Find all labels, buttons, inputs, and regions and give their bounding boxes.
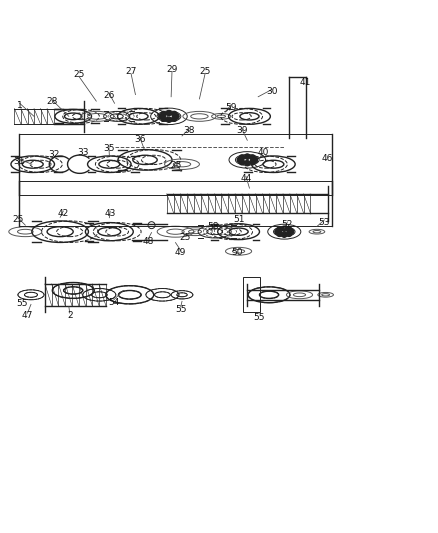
Text: 47: 47 (22, 311, 33, 320)
Text: 46: 46 (321, 154, 332, 163)
Bar (243, 277, 260, 312)
Text: 25: 25 (180, 233, 191, 242)
Circle shape (174, 114, 179, 119)
Text: 44: 44 (240, 174, 251, 183)
Text: 50: 50 (232, 248, 243, 257)
Text: 35: 35 (103, 143, 115, 152)
Circle shape (166, 110, 172, 116)
Circle shape (277, 227, 282, 232)
Text: 42: 42 (57, 209, 69, 218)
Circle shape (161, 111, 166, 117)
Circle shape (275, 229, 280, 235)
Circle shape (286, 231, 292, 237)
Text: 54: 54 (108, 298, 120, 306)
Text: 30: 30 (266, 87, 278, 96)
Text: 29: 29 (166, 65, 178, 74)
Circle shape (239, 155, 244, 160)
Text: 51: 51 (234, 215, 245, 224)
Circle shape (237, 157, 242, 163)
Text: 32: 32 (48, 150, 59, 159)
Text: 26: 26 (104, 91, 115, 100)
Text: 38: 38 (184, 126, 195, 135)
Circle shape (250, 155, 255, 160)
Text: 28: 28 (46, 98, 58, 107)
Text: 58: 58 (208, 222, 219, 231)
Text: 25: 25 (12, 215, 24, 224)
Circle shape (282, 232, 287, 237)
Circle shape (172, 116, 177, 122)
Text: 1: 1 (17, 101, 22, 110)
Text: 53: 53 (318, 217, 330, 227)
Circle shape (239, 159, 244, 165)
Text: 59: 59 (226, 103, 237, 112)
Text: 27: 27 (125, 67, 137, 76)
Text: 33: 33 (77, 148, 88, 157)
Text: 49: 49 (175, 248, 187, 257)
Circle shape (245, 160, 250, 166)
Text: 39: 39 (236, 126, 247, 135)
Circle shape (166, 117, 172, 122)
Text: 52: 52 (282, 220, 293, 229)
Circle shape (245, 154, 250, 159)
Circle shape (277, 231, 282, 237)
Text: 25: 25 (199, 67, 211, 76)
Text: 2: 2 (67, 311, 73, 320)
Circle shape (159, 114, 164, 119)
Text: 55: 55 (253, 313, 265, 322)
Text: 36: 36 (134, 135, 145, 144)
Circle shape (161, 116, 166, 122)
Circle shape (282, 226, 287, 231)
Text: 48: 48 (142, 237, 154, 246)
Circle shape (289, 229, 294, 235)
Circle shape (172, 111, 177, 117)
Text: 25: 25 (171, 161, 182, 170)
Text: 55: 55 (17, 299, 28, 308)
Text: 31: 31 (13, 157, 25, 166)
Text: 40: 40 (258, 148, 269, 157)
Text: 25: 25 (73, 70, 85, 79)
Circle shape (286, 227, 292, 232)
Circle shape (252, 157, 258, 163)
Text: 55: 55 (175, 305, 187, 313)
Text: 41: 41 (300, 78, 311, 87)
Text: 43: 43 (105, 209, 116, 218)
Circle shape (250, 159, 255, 165)
